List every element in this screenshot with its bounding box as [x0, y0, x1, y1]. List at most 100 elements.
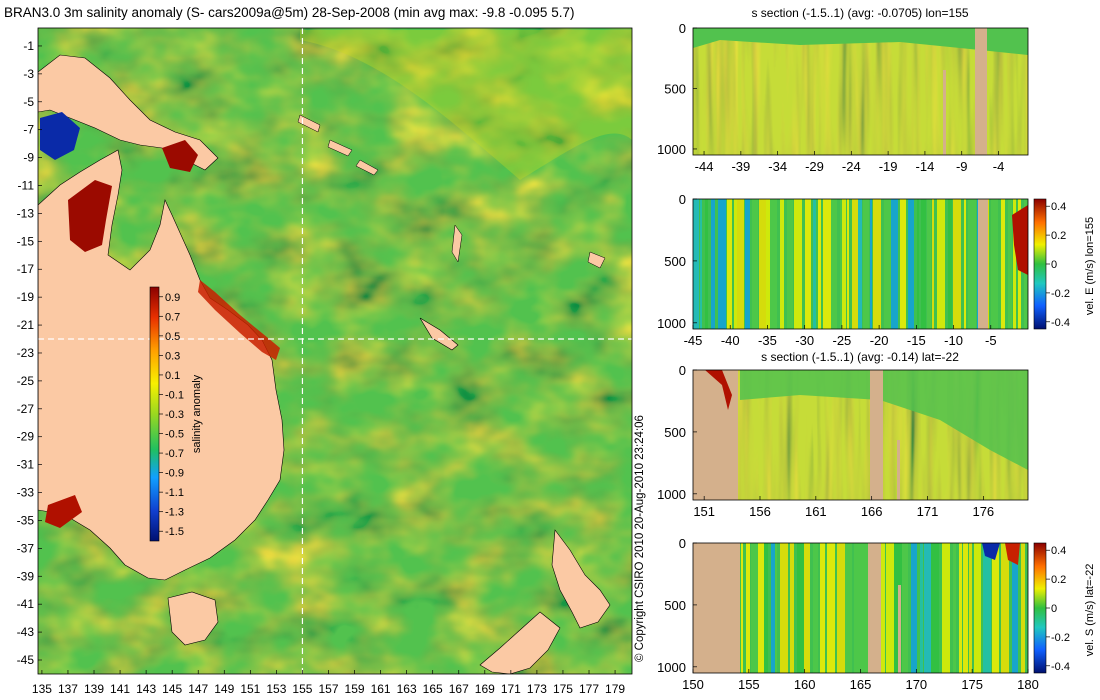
velocity-stripe	[813, 543, 816, 673]
map-x-tick-label: 175	[553, 682, 573, 696]
section-2-frame	[692, 198, 1029, 330]
map-y-tick-label: -1	[23, 39, 34, 53]
section-4-colorbar-tick-label: -0.2	[1051, 632, 1070, 644]
section-4-x-tick-label: 165	[850, 677, 872, 692]
section-2-eastern-jet	[1012, 205, 1028, 275]
velocity-stripe	[902, 543, 908, 673]
velocity-stripe	[1001, 199, 1005, 329]
map-x-tick-label: 153	[266, 682, 286, 696]
velocity-stripe	[804, 543, 810, 673]
section-4-colorbar-tick-label: 0.2	[1051, 574, 1066, 586]
velocity-stripe	[900, 199, 906, 329]
map-x-tick-label: 135	[32, 682, 52, 696]
carpentaria-high-anomaly	[68, 180, 112, 252]
section-2-x-tick-label: -40	[721, 333, 740, 348]
section-2-x-tick-label: -20	[870, 333, 889, 348]
section-1-surface-layer	[693, 28, 1028, 55]
velocity-stripe	[813, 199, 816, 329]
section-1-y-tick-label: 1000	[657, 142, 686, 157]
velocity-stripe	[831, 199, 837, 329]
velocity-stripe	[794, 199, 802, 329]
map-x-tick-label: 143	[136, 682, 156, 696]
map-x-tick-label: 167	[449, 682, 469, 696]
velocity-stripe	[884, 199, 891, 329]
nz-north-island-land	[551, 529, 611, 629]
section-2-colorbar	[1033, 198, 1047, 330]
section-1-x-tick-label: -29	[805, 159, 824, 174]
salinity-colorbar-tick-label: -1.3	[165, 507, 184, 519]
salinity-colorbar-tick-label: 0.5	[165, 331, 180, 343]
velocity-stripe	[1008, 199, 1012, 329]
velocity-stripe	[932, 199, 934, 329]
section-2-colorbar-label: vel. E (m/s) lon=155	[1084, 217, 1096, 315]
section-2-x-tick-label: -45	[684, 333, 703, 348]
section-4-colorbar-tick-label: -0.4	[1051, 661, 1070, 673]
section-2-x-tick-label: -35	[758, 333, 777, 348]
velocity-stripe	[787, 199, 793, 329]
section-2-colorbar-tick-label: -0.4	[1051, 317, 1070, 329]
section-4-colorbar-tick-label: 0	[1051, 603, 1057, 615]
section-2-colorbar-tick-label: 0	[1051, 259, 1057, 271]
map-y-tick-label: -19	[17, 290, 35, 304]
velocity-stripe	[718, 199, 726, 329]
map-x-tick-label: 179	[605, 682, 625, 696]
section-1-land-mask	[975, 28, 987, 155]
section-3-y-tick-label: 1000	[657, 487, 686, 502]
section-4-y-tick-label: 1000	[657, 660, 686, 675]
section-2-colorbar-tick-label: -0.2	[1051, 288, 1070, 300]
velocity-stripe	[797, 543, 804, 673]
map-frame	[37, 27, 633, 675]
velocity-stripe	[818, 199, 821, 329]
velocity-stripe	[700, 199, 702, 329]
velocity-stripe	[823, 199, 831, 329]
section-3-coastal-high	[705, 370, 732, 410]
velocity-stripe	[775, 543, 777, 673]
map-x-tick-label: 145	[162, 682, 182, 696]
section-4-colorbar	[1033, 542, 1047, 674]
velocity-stripe	[737, 199, 744, 329]
velocity-stripe	[745, 199, 750, 329]
section-1-axes: 0 500 1000 -44 -39 -34 -29 -24 -19 -14 -9 -4	[657, 21, 1004, 174]
section-2-colorbar-tick-label: 0.2	[1051, 230, 1066, 242]
salinity-colorbar-tick-label: 0.7	[165, 311, 180, 323]
fiji-land	[587, 251, 606, 269]
velocity-stripe	[837, 543, 845, 673]
section-4-northward-flow	[1005, 543, 1020, 565]
new-caledonia-land	[419, 317, 459, 351]
section-3-plot	[693, 370, 1028, 500]
map-y-tick-label: -33	[17, 486, 35, 500]
map-y-tick-label: -21	[17, 318, 35, 332]
velocity-stripe	[842, 199, 846, 329]
map-y-tick-label: -41	[17, 597, 35, 611]
velocity-stripe	[741, 543, 743, 673]
section-1-title: s section (-1.5..1) (avg: -0.0705) lon=1…	[751, 6, 968, 20]
velocity-stripe	[758, 543, 764, 673]
map-y-tick-label: -11	[18, 179, 35, 193]
salinity-colorbar-tick-label: 0.1	[165, 370, 180, 382]
section-2-colorbar-ticks: 0.4 0.2 0 -0.2 -0.4	[1046, 201, 1070, 329]
velocity-stripe	[991, 199, 998, 329]
velocity-stripe	[790, 543, 794, 673]
map-x-tick-label: 169	[475, 682, 495, 696]
section-4-land-mask	[868, 543, 881, 673]
velocity-stripe	[847, 199, 849, 329]
map-x-tick-label: 163	[397, 682, 417, 696]
velocity-stripe	[911, 543, 917, 673]
section-4-plot	[693, 543, 1028, 673]
map-y-tick-label: -31	[17, 458, 35, 472]
section-2-x-tick-label: -5	[985, 333, 997, 348]
map-x-tick-label: 157	[318, 682, 338, 696]
section-3-x-tick-label: 166	[861, 504, 883, 519]
velocity-stripe	[770, 199, 777, 329]
velocity-stripe	[886, 543, 894, 673]
velocity-stripe	[727, 199, 732, 329]
velocity-stripe	[852, 199, 858, 329]
velocity-stripe	[1013, 199, 1016, 329]
section-2-x-tick-label: -10	[944, 333, 963, 348]
warm-band	[300, 30, 632, 180]
velocity-stripe	[780, 543, 788, 673]
map-x-tick-label: 149	[214, 682, 234, 696]
section-3-title: s section (-1.5..1) (avg: -0.14) lat=-22	[761, 350, 959, 364]
velocity-stripe	[1012, 543, 1018, 673]
